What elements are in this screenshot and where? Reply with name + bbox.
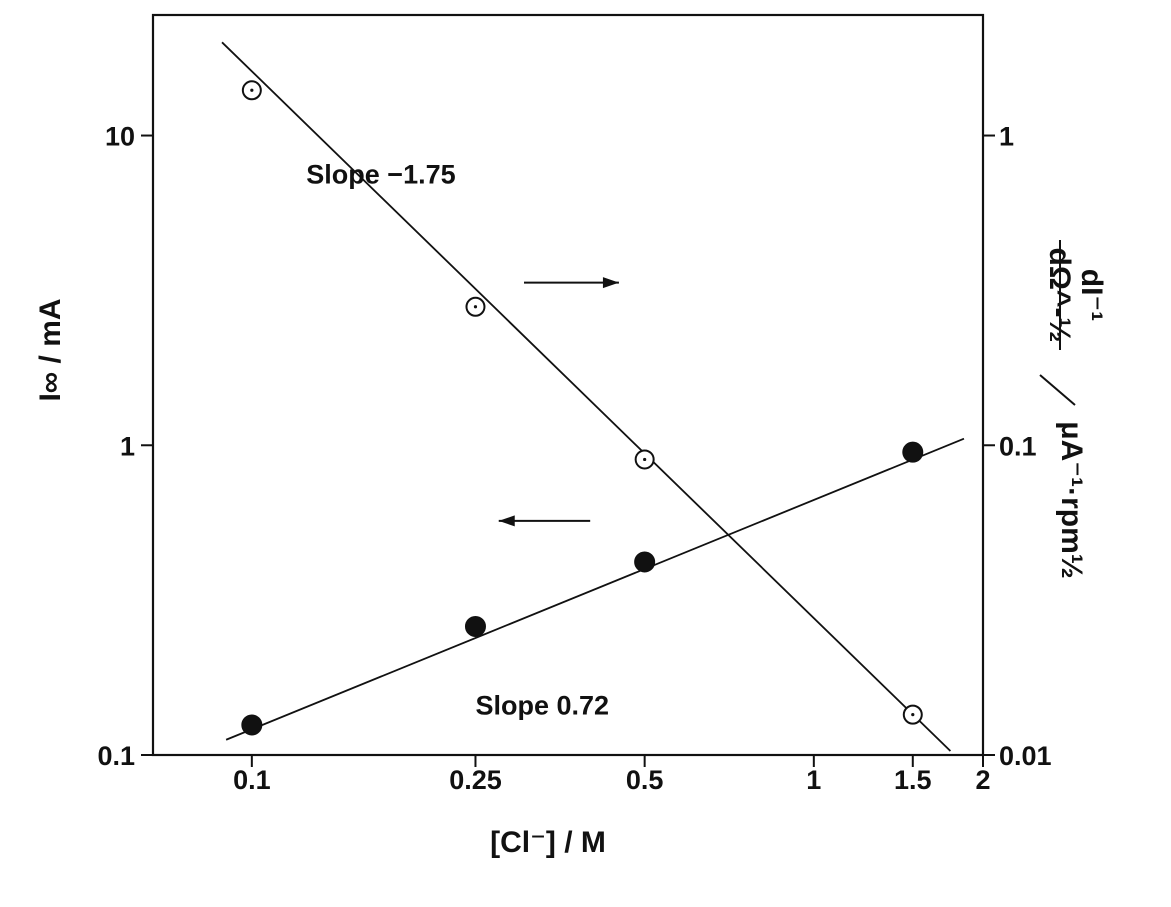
x-tick-label-3: 1 <box>806 765 821 795</box>
x-tick-label-0: 0.1 <box>233 765 271 795</box>
y-left-tick-label-1: 1 <box>120 431 135 461</box>
series-1-point-0 <box>241 714 263 736</box>
y-axis-right-label-unit: μA⁻¹·rpm½ <box>1055 421 1088 579</box>
slope-annotation-1: Slope 0.72 <box>475 691 609 721</box>
series-0-point-2-center <box>643 457 647 462</box>
x-axis-label: [Cl⁻] / M <box>490 826 606 859</box>
series-0-point-3-center <box>911 713 915 717</box>
y-right-tick-label-0: 0.01 <box>999 741 1052 771</box>
series-1-point-3 <box>902 441 924 463</box>
arrow-right-head <box>602 277 619 289</box>
y-axis-right-slash <box>1039 374 1076 406</box>
series-1-point-2 <box>634 551 656 573</box>
series-1-fit-line <box>225 437 965 741</box>
y-axis-right-label-numerator: dI⁻¹ <box>1075 269 1108 322</box>
y-axis-left-label: I∞ / mA <box>34 298 67 401</box>
y-left-tick-label-2: 10 <box>105 122 135 152</box>
y-axis-right-label: dI⁻¹ dΩ^-½ μA⁻¹·rpm½ <box>1039 240 1108 579</box>
plot-frame <box>151 13 985 757</box>
arrow-left-head <box>498 515 515 527</box>
x-tick-label-2: 0.5 <box>626 765 664 795</box>
x-tick-label-4: 1.5 <box>894 765 932 795</box>
series-0-point-0-center <box>250 88 254 92</box>
slope-annotation-0: Slope −1.75 <box>306 160 455 190</box>
y-right-tick-label-2: 1 <box>999 122 1014 152</box>
series-1-point-1 <box>464 615 486 637</box>
y-right-tick-label-1: 0.1 <box>999 431 1037 461</box>
series-0-fit-line <box>221 41 952 752</box>
series-0-point-1-center <box>473 305 478 309</box>
x-tick-label-1: 0.25 <box>449 765 502 795</box>
x-tick-label-5: 2 <box>975 765 990 795</box>
y-left-tick-label-0: 0.1 <box>97 741 135 771</box>
